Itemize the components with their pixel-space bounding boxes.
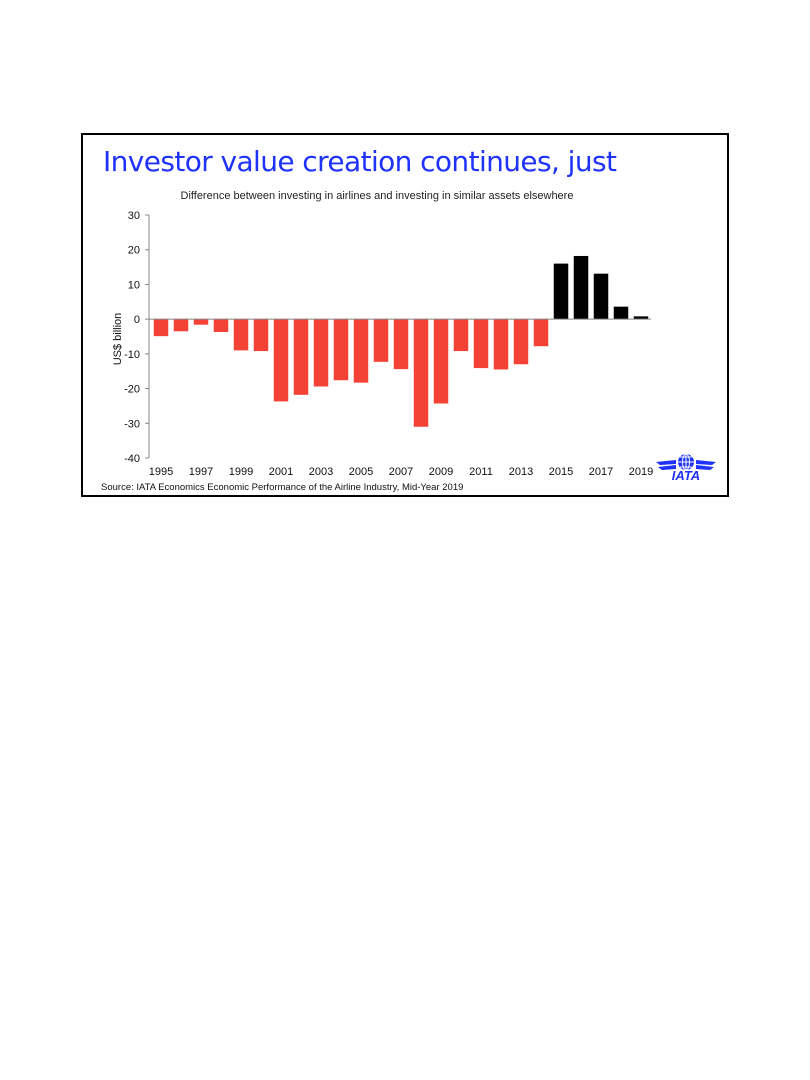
bar-1997 <box>193 319 209 325</box>
bar-2016 <box>573 255 589 320</box>
bar-2012 <box>493 319 509 370</box>
x-tick-label: 2017 <box>589 466 613 478</box>
slide-title: Investor value creation continues, just <box>103 145 617 178</box>
y-tick-label: -20 <box>124 384 140 396</box>
bar-2015 <box>553 263 569 320</box>
bar-2006 <box>373 319 389 362</box>
investor-value-chart: Difference between investing in airlines… <box>101 190 716 493</box>
x-tick-label: 1995 <box>149 466 173 478</box>
y-tick-label: -40 <box>124 453 140 465</box>
y-tick-label: 10 <box>128 279 140 291</box>
y-axis: 30 20 10 0 -10 -20 -30 -40 <box>124 210 149 465</box>
bar-2007 <box>393 319 409 370</box>
bar-2010 <box>453 319 469 352</box>
bar-2013 <box>513 319 529 365</box>
slide-frame: Investor value creation continues, just … <box>81 133 729 497</box>
x-tick-label: 2019 <box>629 466 653 478</box>
x-tick-label: 2007 <box>389 466 413 478</box>
bar-1996 <box>173 319 189 332</box>
axis-lines <box>148 215 651 458</box>
bar-2003 <box>313 319 329 387</box>
bar-2008 <box>413 319 429 427</box>
iata-logo: IATA <box>656 453 716 483</box>
source-note: Source: IATA Economics Economic Performa… <box>101 482 463 493</box>
y-tick-label: 20 <box>128 245 140 257</box>
bars <box>153 255 649 427</box>
y-tick-label: -30 <box>124 418 140 430</box>
x-tick-label: 2003 <box>309 466 333 478</box>
wings-icon <box>656 460 716 470</box>
bar-2018 <box>613 306 629 320</box>
bar-2004 <box>333 319 349 381</box>
x-axis: 1995 1997 1999 2001 2003 2005 2007 2009 2011 2013… <box>149 466 653 478</box>
x-tick-label: 1997 <box>189 466 213 478</box>
bar-2000 <box>253 319 269 352</box>
globe-icon <box>678 453 694 471</box>
y-tick-label: 30 <box>128 210 140 222</box>
y-tick-label: -10 <box>124 349 140 361</box>
logo-text: IATA <box>672 468 700 483</box>
bar-2017 <box>593 273 609 320</box>
bar-2014 <box>533 319 549 347</box>
bar-2001 <box>273 319 289 402</box>
x-tick-label: 2005 <box>349 466 373 478</box>
bar-2019 <box>633 316 649 320</box>
x-tick-label: 2001 <box>269 466 293 478</box>
x-tick-label: 2011 <box>469 466 493 478</box>
bar-2002 <box>293 319 309 395</box>
bar-1998 <box>213 319 229 332</box>
y-tick-label: 0 <box>134 314 140 326</box>
bar-2005 <box>353 319 369 383</box>
bar-2009 <box>433 319 449 404</box>
bar-1999 <box>233 319 249 351</box>
x-tick-label: 1999 <box>229 466 253 478</box>
x-tick-label: 2009 <box>429 466 453 478</box>
x-tick-label: 2015 <box>549 466 573 478</box>
bar-1995 <box>153 319 169 337</box>
x-tick-label: 2013 <box>509 466 533 478</box>
y-axis-label: US$ billion <box>112 313 124 366</box>
chart-subtitle: Difference between investing in airlines… <box>181 190 574 202</box>
bar-2011 <box>473 319 489 369</box>
